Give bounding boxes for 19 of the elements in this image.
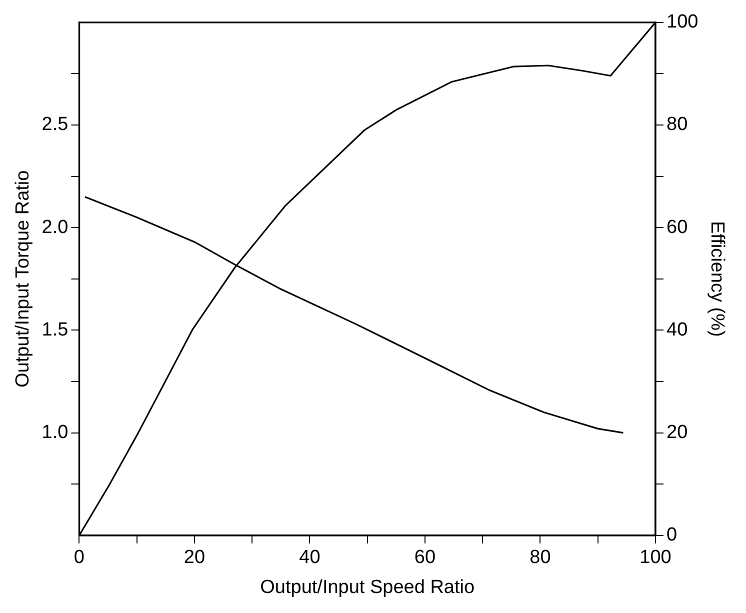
y2-tick-label: 60 bbox=[666, 216, 688, 238]
x-tick-label: 80 bbox=[530, 547, 551, 568]
y-tick-label: 1.5 bbox=[42, 319, 68, 340]
x-tick-label: 20 bbox=[184, 547, 206, 568]
y2-axis-title: Efficiency (%) bbox=[706, 221, 728, 337]
x-tick-label: 100 bbox=[640, 547, 672, 568]
x-tick-label: 40 bbox=[299, 547, 320, 568]
y-tick-label: 1.0 bbox=[42, 422, 68, 444]
y2-tick-label: 20 bbox=[666, 422, 688, 444]
y2-tick-label: 0 bbox=[666, 524, 678, 546]
y2-tick-label: 40 bbox=[666, 319, 688, 340]
x-tick-label: 0 bbox=[74, 547, 84, 568]
y2-tick-label: 80 bbox=[666, 114, 688, 136]
y-tick-label: 2.5 bbox=[42, 114, 68, 136]
y2-tick-label: 100 bbox=[666, 12, 698, 33]
x-tick-label: 60 bbox=[414, 547, 436, 568]
y-tick-label: 2.0 bbox=[42, 216, 68, 238]
x-axis-title: Output/Input Speed Ratio bbox=[260, 576, 475, 598]
y-axis-title: Output/Input Torque Ratio bbox=[12, 170, 34, 388]
